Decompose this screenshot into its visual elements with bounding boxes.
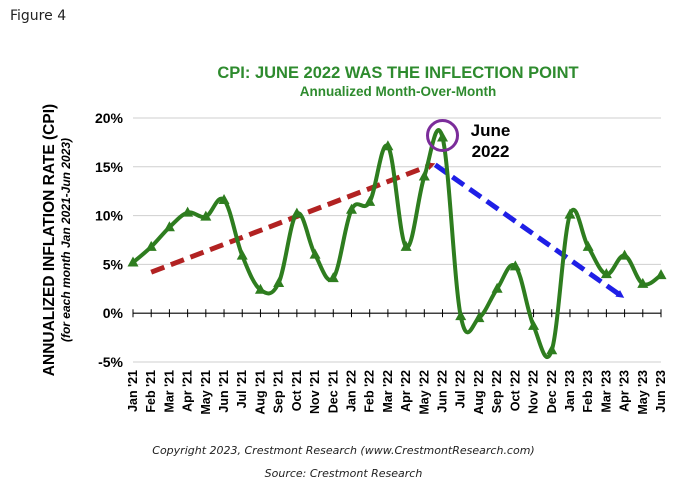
x-tick-label: Sep '21: [272, 370, 286, 413]
x-tick-label: Oct '22: [508, 370, 522, 411]
x-tick-label: Feb '22: [363, 370, 377, 413]
y-tick-label: 20%: [95, 110, 124, 126]
data-point: [564, 208, 576, 219]
data-point: [437, 131, 449, 142]
data-point: [200, 210, 212, 221]
x-tick-label: Nov '22: [527, 370, 541, 414]
data-point: [309, 248, 321, 259]
data-point: [327, 272, 339, 283]
y-axis-subtitle: (for each month Jan 2021-Jun 2023): [59, 138, 73, 342]
source-text: Source: Crestmont Research: [264, 467, 423, 480]
x-tick-label: Apr '23: [618, 370, 632, 412]
x-tick-label: Feb '23: [581, 370, 595, 413]
x-tick-label: May '21: [199, 370, 213, 415]
x-tick-label: Feb '21: [144, 370, 158, 413]
x-tick-label: Apr '22: [399, 370, 413, 412]
x-tick-label: Aug '22: [472, 370, 486, 415]
series-line: [131, 128, 663, 360]
x-tick-label: Jan '22: [344, 370, 358, 412]
data-point: [145, 240, 157, 251]
x-tick-label: Nov '21: [308, 370, 322, 414]
x-tick-label: Jun '22: [436, 370, 450, 413]
data-point: [345, 203, 357, 214]
x-tick-label: Mar '22: [381, 370, 395, 413]
data-point: [655, 269, 667, 280]
x-tick-label: May '22: [417, 370, 431, 415]
x-tick-label: Jun '21: [217, 370, 231, 413]
trend-arrow-down: [433, 162, 625, 298]
data-point: [509, 260, 521, 271]
chart-subtitle: Annualized Month-Over-Month: [300, 84, 496, 99]
y-tick-label: 0%: [103, 305, 124, 321]
data-point: [291, 207, 303, 218]
axes: -5% 0% 5% 10% 15% 20% Jan '21 Feb '21 Mar '21 Apr…: [95, 110, 668, 415]
data-point: [163, 221, 175, 232]
x-tick-label: Sep '22: [490, 370, 504, 413]
data-point: [528, 319, 540, 330]
x-tick-label: Mar '21: [162, 370, 176, 413]
x-tick-label: Jun '23: [654, 370, 668, 413]
x-tick-label: Jan '21: [126, 370, 140, 412]
trend-arrow-up: [150, 162, 436, 275]
data-point: [582, 240, 594, 251]
data-point: [236, 249, 248, 260]
x-tick-label: Jul '21: [235, 370, 249, 408]
x-tick-label: Oct '21: [290, 370, 304, 411]
annotation-label: June: [471, 121, 511, 140]
data-point: [400, 240, 412, 251]
data-point: [619, 249, 631, 260]
annotation-label: 2022: [472, 142, 510, 161]
y-tick-label: 5%: [103, 256, 124, 272]
figure-label: Figure 4: [10, 8, 67, 24]
x-tick-label: Jul '22: [454, 370, 468, 408]
y-tick-label: 15%: [95, 159, 124, 175]
annotation: June 2022: [426, 119, 511, 161]
data-point: [491, 282, 503, 293]
y-tick-label: -5%: [98, 354, 123, 370]
data-point: [637, 277, 649, 288]
data-point: [273, 276, 285, 287]
data-point: [127, 256, 139, 267]
data-point: [546, 344, 558, 355]
annotation-circle: [426, 119, 460, 153]
gridlines: [133, 117, 661, 363]
data-point: [254, 283, 266, 294]
x-tick-label: Mar '23: [599, 370, 613, 413]
x-tick-label: Apr '21: [181, 370, 195, 412]
x-tick-label: May '23: [636, 370, 650, 415]
data-point: [182, 206, 194, 217]
data-point: [600, 268, 612, 279]
data-point: [418, 170, 430, 181]
y-axis-label: ANNUALIZED INFLATION RATE (CPI) (for eac…: [41, 104, 73, 376]
x-tick-label: Dec '21: [326, 370, 340, 413]
y-axis-title: ANNUALIZED INFLATION RATE (CPI): [41, 104, 58, 376]
copyright-text: Copyright 2023, Crestmont Research (www.…: [152, 444, 535, 457]
data-point: [473, 312, 485, 323]
data-point: [218, 193, 230, 204]
y-tick-label: 10%: [95, 208, 124, 224]
trend-arrows: [150, 162, 625, 298]
data-point: [455, 310, 467, 321]
x-tick-label: Jan '23: [563, 370, 577, 412]
x-tick-label: Aug '21: [253, 370, 267, 415]
chart-title: CPI: JUNE 2022 WAS THE INFLECTION POINT: [217, 64, 578, 82]
data-point: [364, 195, 376, 206]
series-cpi: [127, 128, 667, 360]
data-point: [382, 140, 394, 151]
x-tick-label: Dec '22: [545, 370, 559, 413]
